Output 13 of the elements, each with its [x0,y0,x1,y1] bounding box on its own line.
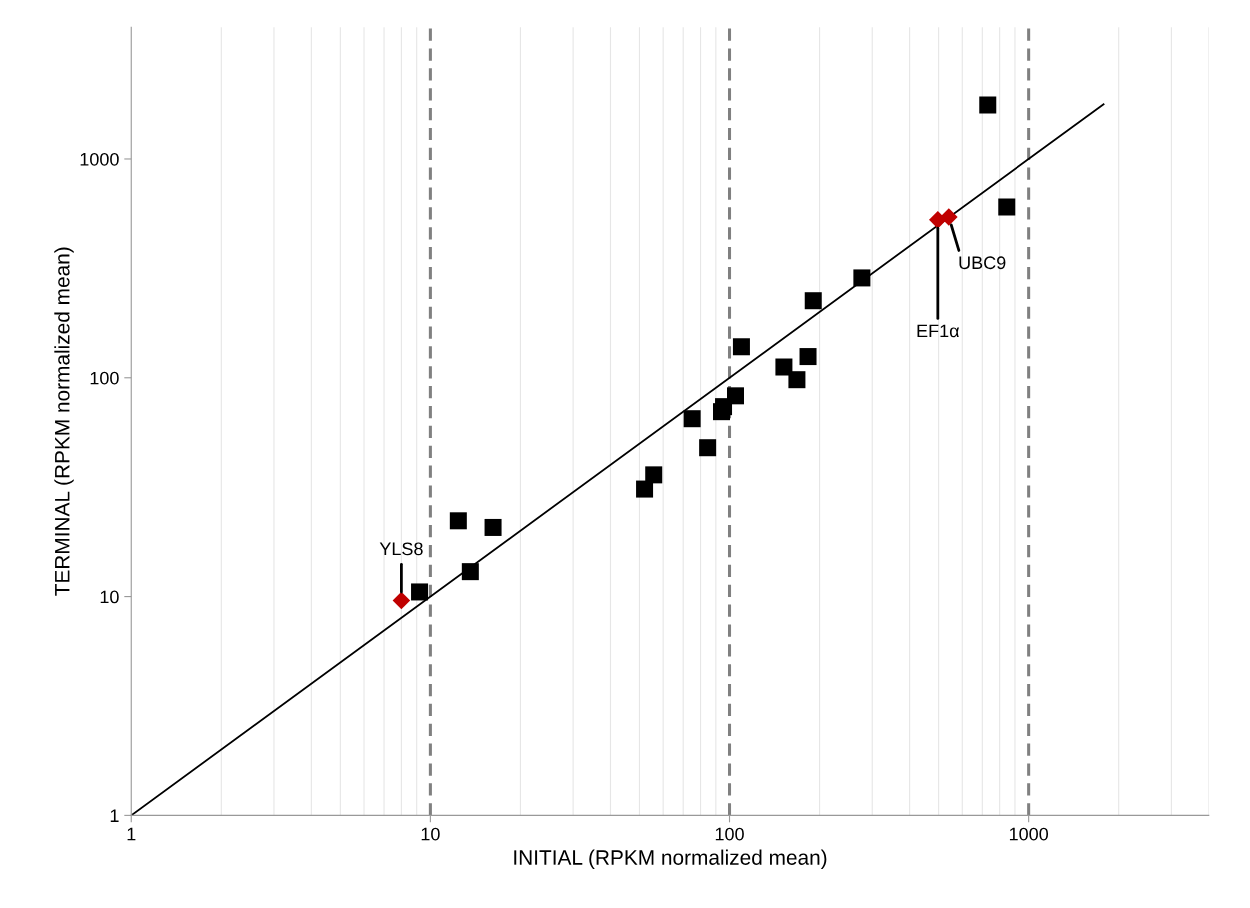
y-axis-title: TERMINAL (RPKM normalized mean) [54,247,74,596]
x-axis-title: INITIAL (RPKM normalized mean) [514,849,827,869]
x-tick-label: 1 [127,827,136,841]
annotation: UBC9 [959,256,1006,270]
annotation: EF1α [917,324,960,338]
y-tick-label: 1 [110,809,119,822]
x-tick-label: 100 [715,827,744,841]
x-tick-label: 1000 [1009,827,1049,841]
annotation: YLS8 [379,542,423,556]
x-tick-label: 10 [421,827,440,841]
y-tick-label: 100 [90,371,119,385]
y-tick-label: 10 [100,590,119,604]
y-tick-label: 1000 [80,152,119,166]
